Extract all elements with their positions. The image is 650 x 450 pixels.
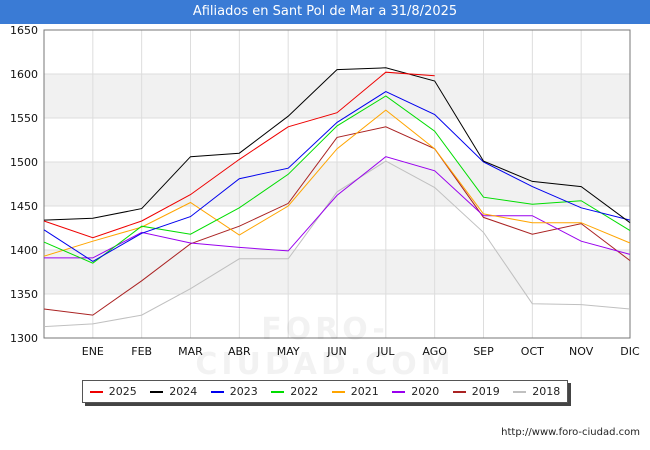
legend-swatch — [150, 390, 164, 393]
plot-frame — [43, 29, 631, 339]
chart-legend: 2025 2024 2023 2022 2021 2020 2019 2018 — [82, 380, 568, 403]
legend-item-2018: 2018 — [513, 385, 560, 398]
y-tick-label: 1500 — [10, 156, 38, 169]
legend-swatch — [89, 390, 103, 393]
x-tick-label: DIC — [620, 345, 640, 358]
legend-item-2024: 2024 — [150, 385, 197, 398]
legend-label: 2022 — [290, 385, 319, 398]
legend-label: 2024 — [169, 385, 198, 398]
legend-label: 2025 — [108, 385, 137, 398]
legend-swatch — [513, 390, 527, 393]
y-tick-label: 1650 — [10, 24, 38, 37]
y-tick-label: 1400 — [10, 244, 38, 257]
y-tick-label: 1350 — [10, 288, 38, 301]
x-tick-label: ENE — [82, 345, 104, 358]
x-tick-label: SEP — [473, 345, 494, 358]
y-tick-label: 1550 — [10, 112, 38, 125]
series-line-2023 — [43, 91, 631, 262]
legend-item-2020: 2020 — [392, 385, 439, 398]
chart-title: Afiliados en Sant Pol de Mar a 31/8/2025 — [0, 0, 650, 24]
legend-item-2025: 2025 — [89, 385, 137, 398]
y-tick-label: 1600 — [10, 68, 38, 81]
legend-item-2022: 2022 — [271, 385, 318, 398]
series-line-2020 — [44, 156, 631, 259]
x-tick-label: OCT — [521, 345, 544, 358]
legend-label: 2023 — [229, 385, 258, 398]
series-line-2018 — [43, 160, 631, 328]
legend-swatch — [392, 390, 406, 393]
legend-swatch — [452, 390, 466, 393]
y-tick-label: 1450 — [10, 200, 38, 213]
legend-label: 2020 — [411, 385, 440, 398]
legend-swatch — [331, 390, 345, 393]
series-line-2024 — [43, 67, 631, 224]
legend-item-2023: 2023 — [210, 385, 258, 398]
x-tick-label: NOV — [569, 345, 594, 358]
y-tick-label: 1300 — [10, 332, 38, 345]
legend-swatch — [210, 390, 224, 393]
x-tick-label: MAR — [178, 345, 203, 358]
legend-label: 2018 — [532, 385, 561, 398]
x-tick-label: AGO — [422, 345, 447, 358]
series-line-2022 — [43, 95, 631, 264]
legend-label: 2019 — [471, 385, 500, 398]
x-tick-label: FEB — [131, 345, 152, 358]
series-line-2025 — [43, 71, 435, 239]
x-tick-label: ABR — [228, 345, 251, 358]
source-credit: http://www.foro-ciudad.com — [501, 427, 640, 438]
series-line-2021 — [43, 109, 631, 257]
legend-item-2019: 2019 — [452, 385, 500, 398]
x-tick-label: JUL — [376, 345, 395, 358]
x-tick-label: MAY — [277, 345, 300, 358]
legend-label: 2021 — [350, 385, 379, 398]
watermark: FORO-CIUDAD.COM — [195, 312, 455, 382]
x-tick-label: JUN — [326, 345, 347, 358]
legend-item-2021: 2021 — [331, 385, 379, 398]
legend-swatch — [271, 390, 285, 393]
series-line-2019 — [43, 126, 631, 316]
